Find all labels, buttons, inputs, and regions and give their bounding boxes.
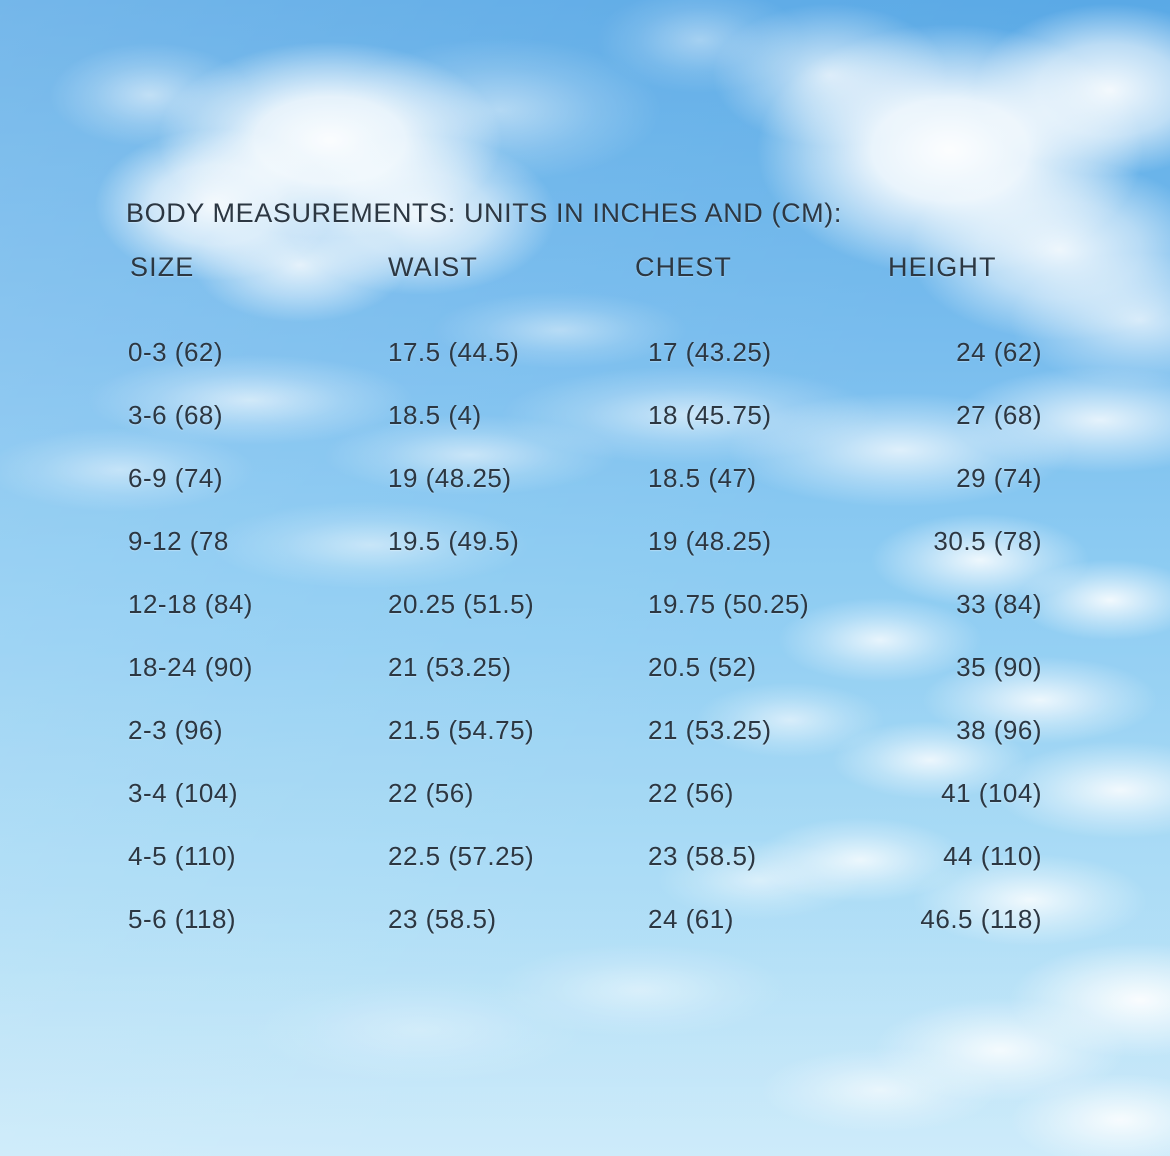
cell-height: 33 (84)	[956, 589, 1042, 619]
cell-chest: 19.75 (50.25)	[648, 589, 810, 619]
cell-size: 3-6 (68)	[128, 400, 224, 430]
cell-waist: 17.5 (44.5)	[388, 337, 520, 367]
cell-height: 27 (68)	[956, 400, 1042, 430]
column-header-size: SIZE	[130, 252, 195, 282]
cell-chest: 18.5 (47)	[648, 463, 757, 493]
cell-height: 46.5 (118)	[920, 904, 1042, 934]
cell-size: 0-3 (62)	[128, 337, 224, 367]
cell-height: 30.5 (78)	[933, 526, 1042, 556]
cell-size: 9-12 (78	[128, 526, 229, 556]
cell-chest: 19 (48.25)	[648, 526, 772, 556]
table-title: BODY MEASUREMENTS: UNITS IN INCHES AND (…	[126, 198, 842, 228]
cell-height: 44 (110)	[943, 841, 1042, 871]
column-header-height: HEIGHT	[888, 252, 997, 282]
column-header-chest: CHEST	[635, 252, 733, 282]
cell-height: 35 (90)	[956, 652, 1042, 682]
cell-waist: 22.5 (57.25)	[388, 841, 535, 871]
cell-chest: 18 (45.75)	[648, 400, 772, 430]
cell-chest: 21 (53.25)	[648, 715, 772, 745]
cell-waist: 23 (58.5)	[388, 904, 497, 934]
cell-size: 4-5 (110)	[128, 841, 237, 871]
cell-chest: 17 (43.25)	[648, 337, 772, 367]
cell-waist: 21 (53.25)	[388, 652, 512, 682]
cell-size: 3-4 (104)	[128, 778, 238, 808]
cell-size: 18-24 (90)	[128, 652, 253, 682]
cell-height: 24 (62)	[956, 337, 1042, 367]
cell-height: 29 (74)	[956, 463, 1042, 493]
cell-waist: 21.5 (54.75)	[388, 715, 535, 745]
cell-chest: 23 (58.5)	[648, 841, 757, 871]
cell-waist: 22 (56)	[388, 778, 474, 808]
column-header-waist: WAIST	[388, 252, 478, 282]
cell-size: 12-18 (84)	[128, 589, 253, 619]
cell-chest: 24 (61)	[648, 904, 734, 934]
cell-waist: 19 (48.25)	[388, 463, 512, 493]
cell-size: 2-3 (96)	[128, 715, 224, 745]
cell-size: 5-6 (118)	[128, 904, 237, 934]
cell-waist: 19.5 (49.5)	[388, 526, 520, 556]
cell-height: 38 (96)	[956, 715, 1042, 745]
cell-height: 41 (104)	[941, 778, 1042, 808]
cell-waist: 18.5 (4)	[388, 400, 482, 430]
cell-waist: 20.25 (51.5)	[388, 589, 535, 619]
cell-chest: 20.5 (52)	[648, 652, 757, 682]
cell-size: 6-9 (74)	[128, 463, 224, 493]
cell-chest: 22 (56)	[648, 778, 734, 808]
